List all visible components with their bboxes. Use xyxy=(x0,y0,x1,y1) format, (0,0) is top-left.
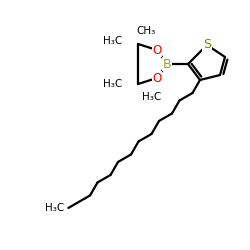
Text: S: S xyxy=(203,38,211,52)
Text: H₃C: H₃C xyxy=(103,36,122,46)
Text: CH₃: CH₃ xyxy=(136,26,156,36)
Text: O: O xyxy=(152,44,162,57)
Text: H₃C: H₃C xyxy=(45,203,64,213)
Text: H₃C: H₃C xyxy=(103,79,122,89)
Text: H₃C: H₃C xyxy=(142,92,161,102)
Text: O: O xyxy=(152,72,162,85)
Text: B: B xyxy=(163,58,171,70)
